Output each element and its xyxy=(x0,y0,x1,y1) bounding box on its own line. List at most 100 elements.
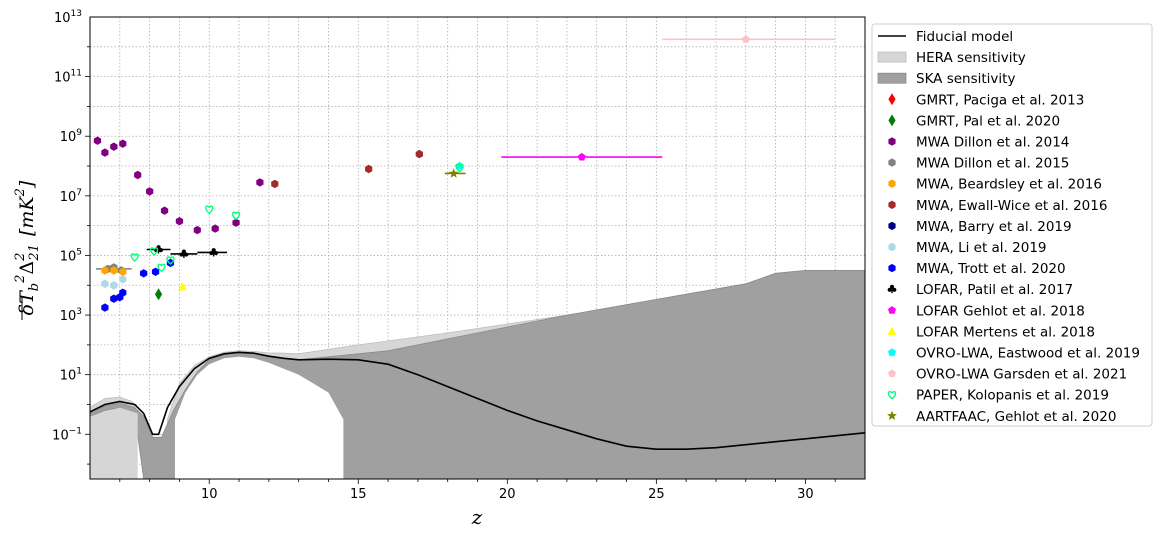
legend-label: OVRO-LWA, Eastwood et al. 2019 xyxy=(916,346,1140,362)
club-lobe xyxy=(213,250,219,256)
data-point xyxy=(179,249,189,258)
legend-entry: OVRO-LWA Garsden et al. 2021 xyxy=(888,367,1127,383)
fiducial-model-curve xyxy=(90,351,865,450)
club-lobe xyxy=(158,247,163,253)
club-lobe xyxy=(179,252,184,257)
y-title-sub-b: b xyxy=(27,283,42,291)
legend-swatch-marker xyxy=(888,306,896,314)
legend-label: Fiducial model xyxy=(916,29,1013,45)
data-point xyxy=(130,253,139,262)
data-point xyxy=(175,217,184,226)
legend-swatch-patch xyxy=(877,51,907,63)
sensitivity-bands xyxy=(90,270,865,479)
x-axis-title: z xyxy=(471,505,483,529)
club-lobe xyxy=(892,287,897,292)
legend-swatch-marker xyxy=(887,390,897,400)
legend-swatch-marker xyxy=(888,93,896,106)
data-point xyxy=(119,139,127,148)
y-title-unit: [mK xyxy=(16,195,38,236)
legend-label: HERA sensitivity xyxy=(916,50,1026,66)
data-point xyxy=(101,303,109,312)
y-tick-label: 103 xyxy=(60,307,82,324)
y-title-sub-21: 21 xyxy=(27,244,42,262)
x-tick-label: 20 xyxy=(499,487,516,502)
legend-label: MWA, Li et al. 2019 xyxy=(916,240,1047,256)
legend-entry: HERA sensitivity xyxy=(877,50,1026,66)
club-lobe xyxy=(209,250,214,256)
legend-label: LOFAR Gehlot et al. 2018 xyxy=(916,303,1085,319)
club-lobe xyxy=(887,287,892,292)
legend-entry: PAPER, Kolopanis et al. 2019 xyxy=(887,388,1109,404)
y-tick-label: 105 xyxy=(60,247,82,264)
legend-swatch-marker xyxy=(888,369,896,377)
club-stem xyxy=(183,253,185,258)
legend-entry: GMRT, Paciga et al. 2013 xyxy=(888,92,1084,108)
data-point xyxy=(110,266,118,275)
legend-entry: MWA, Ewall-Wice et al. 2016 xyxy=(888,198,1107,214)
data-point xyxy=(231,211,241,221)
x-tick-label: 30 xyxy=(797,487,814,502)
legend-swatch-marker xyxy=(888,263,896,273)
data-point xyxy=(110,294,118,303)
y-title-delta: Δ xyxy=(16,261,38,275)
legend-label: SKA sensitivity xyxy=(916,71,1015,87)
data-point xyxy=(177,282,187,291)
y-title-sup-2: 2 xyxy=(13,275,28,284)
legend-entry: GMRT, Pal et al. 2020 xyxy=(888,113,1060,129)
y-tick-label: 1013 xyxy=(54,9,82,26)
legend-swatch-marker xyxy=(887,410,897,420)
data-point xyxy=(101,148,109,157)
data-point xyxy=(193,225,201,235)
club-lobe xyxy=(211,248,216,253)
legend-swatch-marker xyxy=(888,137,896,146)
y-tick-label: 109 xyxy=(60,128,83,145)
data-point xyxy=(157,263,166,273)
ska-band-gap xyxy=(90,407,138,479)
y-title-main: δT xyxy=(16,290,38,315)
y-title-unit-sup: 2 xyxy=(13,188,28,197)
legend-swatch-marker xyxy=(888,179,896,188)
legend-label: MWA, Trott et al. 2020 xyxy=(916,261,1066,277)
ska-band-gap xyxy=(175,356,344,479)
club-stem xyxy=(213,252,215,257)
fiducial-model-line xyxy=(90,351,865,450)
legend-entry: MWA, Barry et al. 2019 xyxy=(888,219,1072,235)
legend-swatch-marker xyxy=(888,242,896,252)
x-tick-label: 10 xyxy=(201,487,218,502)
data-point xyxy=(256,178,264,187)
legend-label: GMRT, Paciga et al. 2013 xyxy=(916,92,1084,108)
legend-swatch-marker xyxy=(888,114,896,127)
x-tick-label: 15 xyxy=(350,487,367,502)
data-point xyxy=(151,267,160,276)
legend-swatch-marker xyxy=(888,158,896,167)
data-point xyxy=(211,224,219,233)
y-tick-label: 101 xyxy=(60,367,82,384)
legend-label: AARTFAAC, Gehlot et al. 2020 xyxy=(916,409,1116,425)
legend-swatch-marker xyxy=(887,284,897,294)
legend-entry: AARTFAAC, Gehlot et al. 2020 xyxy=(887,409,1116,425)
data-point xyxy=(365,164,373,174)
data-point xyxy=(455,163,464,173)
club-lobe xyxy=(889,284,895,289)
x-axis-ticks: 10 15 20 25 30 xyxy=(119,479,836,502)
legend-label: GMRT, Pal et al. 2020 xyxy=(916,113,1060,129)
data-point xyxy=(101,279,109,288)
legend-swatch-marker xyxy=(888,221,896,231)
data-point xyxy=(166,258,175,268)
x-tick-label: 25 xyxy=(648,487,665,502)
data-point xyxy=(154,288,163,301)
legend-entry: LOFAR Gehlot et al. 2018 xyxy=(888,303,1085,319)
data-point xyxy=(149,247,159,256)
legend-label: MWA, Beardsley et al. 2016 xyxy=(916,177,1102,193)
data-point xyxy=(110,142,118,151)
y-tick-label: 107 xyxy=(60,188,82,205)
y-tick-label: 1011 xyxy=(54,69,82,86)
legend-entry: MWA Dillon et al. 2014 xyxy=(888,135,1069,151)
legend-entry: LOFAR Mertens et al. 2018 xyxy=(887,324,1095,340)
y-tick-label: 10−1 xyxy=(52,426,82,443)
legend-swatch-marker xyxy=(888,200,896,209)
club-stem xyxy=(157,249,160,254)
legend-entry: Fiducial model xyxy=(878,29,1013,45)
data-point xyxy=(134,170,142,180)
